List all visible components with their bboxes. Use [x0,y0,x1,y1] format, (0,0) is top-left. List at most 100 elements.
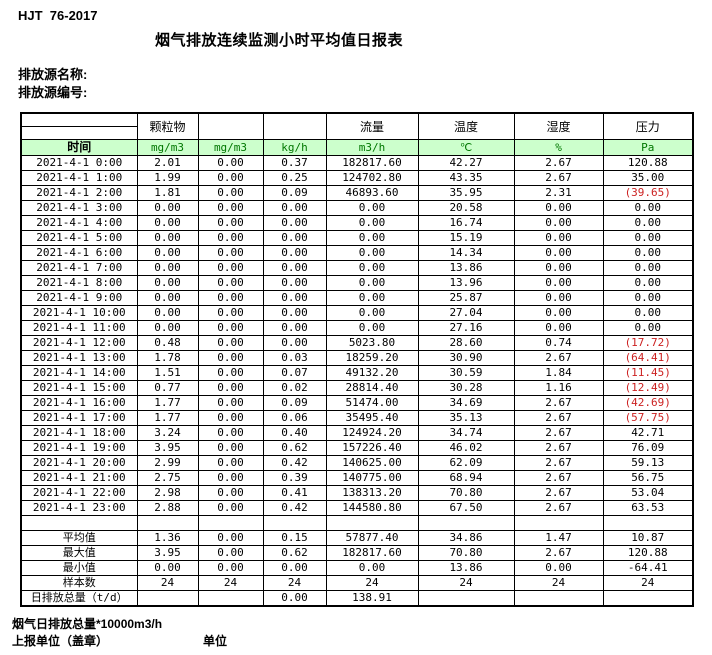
time-cell: 2021-4-1 13:00 [20,350,138,366]
value-cell: 0.42 [262,455,327,471]
value-cell: 46893.60 [325,185,419,201]
value-cell: 120.88 [602,155,694,171]
value-cell: 20.58 [417,200,515,216]
value-cell: 0.00 [197,305,264,321]
value-cell: 0.00 [262,230,327,246]
value-cell: 2.67 [513,500,604,516]
value-cell: 0.15 [262,530,327,546]
time-cell: 2021-4-1 19:00 [20,440,138,456]
value-cell: 0.00 [197,380,264,396]
time-cell: 2021-4-1 15:00 [20,380,138,396]
value-cell: 0.00 [513,215,604,231]
value-cell: 0.00 [262,290,327,306]
value-cell: 76.09 [602,440,694,456]
value-cell: 0.00 [262,260,327,276]
value-cell: 0.00 [602,215,694,231]
time-cell: 2021-4-1 0:00 [20,155,138,171]
standard-code: HJT 76-2017 [18,8,98,23]
value-cell: 182817.60 [325,155,419,171]
value-cell: 42.71 [602,425,694,441]
value-cell: 1.16 [513,380,604,396]
value-cell: 1.99 [136,170,199,186]
unit-m3-h: m3/h [325,139,419,156]
value-cell: 0.00 [136,215,199,231]
value-cell: 138313.20 [325,485,419,501]
time-cell: 2021-4-1 10:00 [20,305,138,321]
report-title: 烟气排放连续监测小时平均值日报表 [155,32,404,49]
value-cell: 0.00 [197,215,264,231]
value-cell: 0.00 [262,590,327,607]
time-cell: 2021-4-1 23:00 [20,500,138,516]
value-cell: 1.77 [136,395,199,411]
value-cell: 0.00 [197,440,264,456]
value-cell: 0.03 [262,350,327,366]
data-row: 2021-4-1 10:00 0.00 0.00 0.00 0.00 27.04 0.00 0… [20,305,694,321]
data-row: 2021-4-1 3:00 0.00 0.00 0.00 0.00 20.58 0.00 0.… [20,200,694,216]
value-cell: 2.67 [513,455,604,471]
value-cell: 0.00 [262,320,327,336]
value-cell: 1.51 [136,365,199,381]
value-cell: 1.84 [513,365,604,381]
col-header-temperature: 温度 [417,112,515,140]
value-cell: 0.00 [325,290,419,306]
value-cell: (11.45) [602,365,694,381]
unit-percent: % [513,139,604,156]
value-cell: (57.75) [602,410,694,426]
value-cell: 0.06 [262,410,327,426]
value-cell: 15.19 [417,230,515,246]
value-cell [136,515,199,531]
value-cell: 0.00 [197,290,264,306]
value-cell: 28.60 [417,335,515,351]
value-cell: 0.00 [513,290,604,306]
data-row: 2021-4-1 4:00 0.00 0.00 0.00 0.00 16.74 0.00 0.… [20,215,694,231]
corner-cell-bottom [20,126,138,140]
value-cell: 42.27 [417,155,515,171]
value-cell: 0.00 [197,530,264,546]
data-row: 2021-4-1 6:00 0.00 0.00 0.00 0.00 14.34 0.00 0.… [20,245,694,261]
value-cell [602,590,694,607]
value-cell: 24 [417,575,515,591]
value-cell: 0.00 [262,200,327,216]
time-cell: 2021-4-1 8:00 [20,275,138,291]
value-cell: 0.00 [197,260,264,276]
value-cell: 24 [197,575,264,591]
data-row: 2021-4-1 22:00 2.98 0.00 0.41 138313.20 70.80… [20,485,694,501]
value-cell: 2.67 [513,395,604,411]
value-cell: 2.88 [136,500,199,516]
unit-kg-h: kg/h [262,139,327,156]
value-cell: 16.74 [417,215,515,231]
value-cell: 0.00 [513,320,604,336]
value-cell: 0.74 [513,335,604,351]
value-cell: 0.00 [136,560,199,576]
unit-header-row: 时间 mg/m3 mg/m3 kg/h m3/h ℃ % Pa [20,139,694,156]
value-cell: 0.00 [197,560,264,576]
value-cell: 18259.20 [325,350,419,366]
time-cell: 2021-4-1 2:00 [20,185,138,201]
value-cell: 140625.00 [325,455,419,471]
data-row: 2021-4-1 1:00 1.99 0.00 0.25 124702.80 43.35 2… [20,170,694,186]
value-cell: 1.78 [136,350,199,366]
value-cell: 0.00 [325,305,419,321]
flow-total-note: 烟气日排放总量*10000m3/h [12,617,163,631]
value-cell: 34.74 [417,425,515,441]
value-cell: 0.42 [262,500,327,516]
time-column-header: 时间 [20,139,138,156]
value-cell: 0.00 [262,560,327,576]
value-cell: 2.67 [513,470,604,486]
data-row: 2021-4-1 12:00 0.48 0.00 0.00 5023.80 28.60 0.… [20,335,694,351]
value-cell: 68.94 [417,470,515,486]
summary-row: 最大值 3.95 0.00 0.62 182817.60 70.80 2.67 120.88 [20,545,694,561]
value-cell: (42.69) [602,395,694,411]
value-cell: 0.00 [602,230,694,246]
summary-row: 最小值 0.00 0.00 0.00 0.00 13.86 0.00 -64.41 [20,560,694,576]
value-cell: 0.37 [262,155,327,171]
value-cell: 0.00 [197,230,264,246]
report-table: 颗粒物 流量 温度 湿度 压力 时间 mg/m3 mg/m3 kg/h m3/h… [20,112,694,607]
value-cell [136,590,199,607]
col-header-blank-2 [262,112,327,140]
time-cell: 2021-4-1 12:00 [20,335,138,351]
summary-row: 日排放总量（t/d） 0.00 138.91 [20,590,694,607]
value-cell: 0.00 [513,200,604,216]
unit-mg-m3-2: mg/m3 [197,139,264,156]
value-cell: 13.86 [417,260,515,276]
